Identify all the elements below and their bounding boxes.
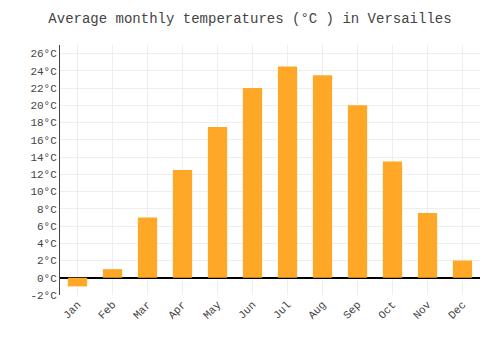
- svg-text:4°C: 4°C: [37, 238, 57, 250]
- svg-text:18°C: 18°C: [30, 117, 57, 129]
- svg-text:12°C: 12°C: [30, 169, 57, 181]
- svg-text:Jan: Jan: [61, 299, 83, 321]
- svg-text:May: May: [201, 299, 224, 322]
- svg-text:Apr: Apr: [166, 299, 188, 321]
- svg-text:Oct: Oct: [376, 299, 398, 321]
- svg-text:10°C: 10°C: [30, 186, 57, 198]
- svg-text:24°C: 24°C: [30, 66, 57, 78]
- svg-text:26°C: 26°C: [30, 48, 57, 60]
- svg-text:Mar: Mar: [131, 299, 153, 321]
- svg-text:Nov: Nov: [411, 299, 434, 322]
- svg-text:Jun: Jun: [236, 299, 258, 321]
- svg-text:0°C: 0°C: [37, 273, 57, 285]
- svg-text:Sep: Sep: [341, 299, 363, 321]
- svg-text:20°C: 20°C: [30, 100, 57, 112]
- svg-text:Average monthly temperatures (: Average monthly temperatures (°C ) in Ve…: [48, 11, 451, 27]
- svg-text:Feb: Feb: [96, 299, 118, 321]
- svg-text:Aug: Aug: [306, 299, 328, 321]
- svg-text:16°C: 16°C: [30, 135, 57, 147]
- svg-text:-2°C: -2°C: [30, 290, 57, 302]
- svg-text:Dec: Dec: [446, 299, 468, 321]
- svg-text:Jul: Jul: [271, 299, 293, 321]
- svg-text:22°C: 22°C: [30, 83, 57, 95]
- svg-text:8°C: 8°C: [37, 204, 57, 216]
- svg-text:2°C: 2°C: [37, 255, 57, 267]
- svg-text:6°C: 6°C: [37, 221, 57, 233]
- svg-text:14°C: 14°C: [30, 152, 57, 164]
